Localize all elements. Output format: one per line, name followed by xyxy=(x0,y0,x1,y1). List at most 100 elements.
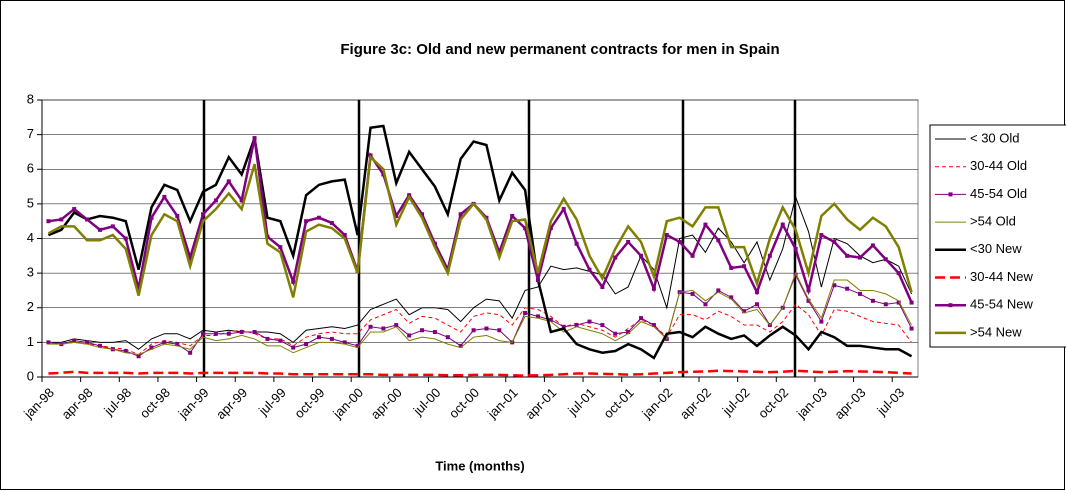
data-point xyxy=(548,226,553,231)
data-point xyxy=(149,215,154,220)
data-point xyxy=(484,326,489,331)
y-tick-label: 5 xyxy=(27,195,34,210)
data-point xyxy=(497,328,502,333)
data-point xyxy=(265,336,270,341)
data-point xyxy=(819,233,824,238)
data-point xyxy=(523,310,528,315)
data-point xyxy=(600,323,605,328)
data-point xyxy=(858,255,863,260)
y-tick-label: 7 xyxy=(27,126,34,141)
series-line xyxy=(48,195,913,350)
data-point xyxy=(342,233,347,238)
data-point xyxy=(909,326,914,331)
data-point xyxy=(239,329,244,334)
data-point xyxy=(316,215,321,220)
data-point xyxy=(845,253,850,258)
data-point xyxy=(613,255,618,260)
data-point xyxy=(639,316,644,321)
data-point xyxy=(510,213,515,218)
data-point xyxy=(381,326,386,331)
data-point xyxy=(870,243,875,248)
data-point xyxy=(85,217,90,222)
data-point xyxy=(394,213,399,218)
data-point xyxy=(806,298,811,303)
y-tick-label: 0 xyxy=(27,368,34,383)
series-line xyxy=(47,124,913,360)
y-tick-label: 6 xyxy=(27,161,34,176)
data-point xyxy=(136,354,141,359)
data-point xyxy=(883,257,888,262)
data-point xyxy=(201,212,206,217)
data-point xyxy=(239,198,244,203)
data-point xyxy=(291,345,296,350)
data-point xyxy=(497,250,502,255)
series-line xyxy=(48,271,913,356)
data-point xyxy=(793,246,798,251)
data-point xyxy=(304,219,309,224)
data-point xyxy=(806,288,811,293)
data-point xyxy=(445,335,450,340)
data-point xyxy=(175,213,180,218)
data-point xyxy=(767,253,772,258)
legend-box xyxy=(929,124,1066,348)
data-point xyxy=(858,291,863,296)
data-point xyxy=(72,207,77,212)
data-point xyxy=(729,295,734,300)
data-point xyxy=(342,340,347,345)
data-point xyxy=(226,179,231,184)
data-point xyxy=(329,336,334,341)
data-point xyxy=(304,342,309,347)
data-point xyxy=(85,340,90,345)
data-point xyxy=(574,241,579,246)
data-point xyxy=(59,217,64,222)
data-point xyxy=(188,255,193,260)
legend-marker xyxy=(948,192,953,197)
data-point xyxy=(535,314,540,319)
data-point xyxy=(600,284,605,289)
data-point xyxy=(651,323,656,328)
data-point xyxy=(703,222,708,227)
data-point xyxy=(523,226,528,231)
data-point xyxy=(46,340,51,345)
data-point xyxy=(845,286,850,291)
data-point xyxy=(123,349,128,354)
data-point xyxy=(368,153,373,158)
data-point xyxy=(896,300,901,305)
data-point xyxy=(896,271,901,276)
data-point xyxy=(162,194,167,199)
data-point xyxy=(561,207,566,212)
data-point xyxy=(252,136,257,141)
data-point xyxy=(587,267,592,272)
data-point xyxy=(458,343,463,348)
data-point xyxy=(213,331,218,336)
data-point xyxy=(677,239,682,244)
data-point xyxy=(97,343,102,348)
data-point xyxy=(832,283,837,288)
data-point xyxy=(420,328,425,333)
data-point xyxy=(458,212,463,217)
legend-label: 45-54 Old xyxy=(970,186,1027,201)
data-point xyxy=(226,331,231,336)
data-point xyxy=(535,278,540,283)
data-point xyxy=(72,338,77,343)
data-point xyxy=(420,212,425,217)
data-point xyxy=(175,342,180,347)
data-point xyxy=(716,288,721,293)
data-point xyxy=(716,238,721,243)
chart-title: Figure 3c: Old and new permanent contrac… xyxy=(340,41,779,58)
data-point xyxy=(329,220,334,225)
data-point xyxy=(574,323,579,328)
legend-label: >54 New xyxy=(970,324,1022,339)
data-point xyxy=(368,324,373,329)
data-point xyxy=(639,253,644,258)
series-line xyxy=(48,369,912,377)
y-tick-label: 2 xyxy=(27,299,34,314)
legend-label: 30-44 Old xyxy=(970,158,1027,173)
data-point xyxy=(742,264,747,269)
data-point xyxy=(316,335,321,340)
data-point xyxy=(471,328,476,333)
data-point xyxy=(97,227,102,232)
data-point xyxy=(548,317,553,322)
data-point xyxy=(162,340,167,345)
